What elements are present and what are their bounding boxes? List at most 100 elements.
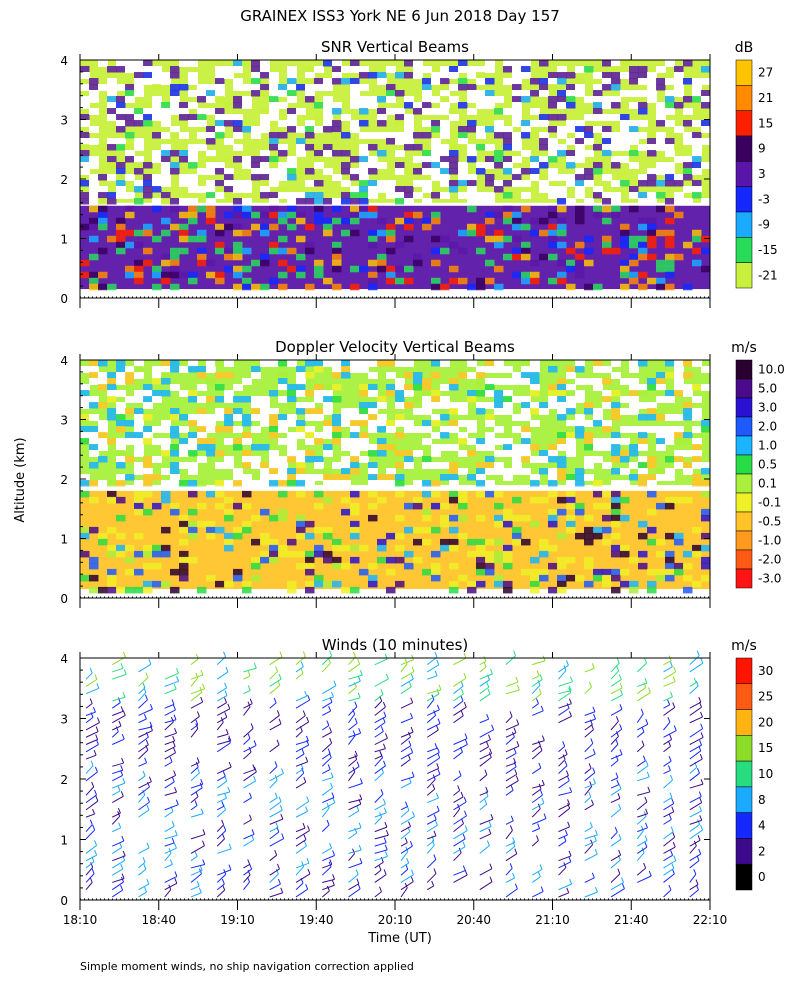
heatmap-cell [242, 420, 252, 427]
heatmap-gap [296, 126, 306, 133]
heatmap-cell [593, 192, 603, 199]
heatmap-gap [539, 156, 549, 163]
heatmap-gap [341, 456, 351, 463]
heatmap-cell [404, 144, 414, 151]
heatmap-cell [116, 126, 126, 133]
heatmap-gap [278, 468, 288, 475]
heatmap-cell [692, 156, 702, 163]
heatmap-cell [701, 420, 710, 427]
y-tick-label: 1 [60, 233, 68, 247]
heatmap-cell [269, 156, 279, 163]
heatmap-cell [422, 568, 432, 576]
wind-barb-feather [460, 791, 464, 798]
heatmap-gap [665, 396, 675, 403]
heatmap-cell [107, 408, 117, 415]
wind-barb-feather [142, 857, 146, 863]
heatmap-gap [242, 186, 252, 193]
heatmap-cell [179, 223, 189, 231]
colorbar-label: 4 [758, 819, 766, 833]
heatmap-cell [566, 474, 576, 481]
heatmap-gap [485, 102, 495, 109]
heatmap-cell [530, 444, 540, 451]
heatmap-gap [566, 174, 576, 181]
heatmap-cell [332, 120, 342, 127]
wind-barb [689, 819, 702, 825]
heatmap-gap [584, 462, 594, 469]
heatmap-cell [449, 144, 459, 151]
heatmap-gap [683, 108, 693, 115]
wind-barb [531, 703, 539, 709]
wind-barb [505, 736, 515, 745]
wind-barb-feather [485, 790, 489, 797]
heatmap-cell [539, 174, 549, 181]
heatmap-cell [287, 247, 297, 255]
colorbar-label: -3.0 [758, 572, 781, 586]
heatmap-cell [647, 241, 657, 249]
heatmap-gap [485, 192, 495, 199]
heatmap-cell [611, 544, 621, 552]
heatmap-gap [341, 480, 351, 487]
heatmap-cell [314, 544, 324, 552]
heatmap-gap [206, 360, 216, 367]
heatmap-cell [467, 390, 477, 397]
heatmap-gap [638, 174, 648, 181]
heatmap-gap [269, 90, 279, 97]
heatmap-cell [260, 253, 270, 261]
colorbar-label: 0 [758, 870, 766, 884]
wind-barb [663, 860, 677, 869]
wind-barb [636, 846, 648, 854]
heatmap-cell [80, 223, 90, 231]
heatmap-gap [215, 66, 225, 73]
heatmap-gap [80, 138, 90, 145]
heatmap-cell [107, 568, 117, 576]
heatmap-cell [494, 132, 504, 139]
wind-barb [558, 883, 572, 891]
heatmap-cell [305, 126, 315, 133]
heatmap-cell [575, 211, 585, 219]
wind-barb-feather [540, 886, 544, 892]
heatmap-gap [476, 78, 486, 85]
wind-barb [374, 793, 384, 803]
heatmap-cell [431, 283, 441, 291]
heatmap-cell [89, 253, 99, 261]
heatmap-cell [107, 496, 117, 504]
heatmap-gap [611, 144, 621, 151]
wind-barb-feather [95, 726, 99, 732]
panel-title: SNR Vertical Beams [321, 38, 469, 56]
heatmap-cell [440, 235, 450, 243]
heatmap-cell [116, 462, 126, 469]
heatmap-cell [395, 580, 405, 588]
heatmap-cell [476, 372, 486, 379]
heatmap-gap [431, 450, 441, 457]
wind-barb-feather [618, 850, 622, 856]
wind-barb [322, 863, 332, 869]
heatmap-gap [323, 120, 333, 127]
wind-barb [164, 811, 174, 818]
heatmap-cell [665, 102, 675, 109]
heatmap-gap [161, 162, 171, 169]
heatmap-cell [116, 586, 126, 594]
heatmap-cell [539, 544, 549, 552]
heatmap-gap [134, 66, 144, 73]
wind-barb-feather [199, 865, 203, 871]
wind-barb [111, 816, 121, 825]
heatmap-cell [647, 456, 657, 463]
heatmap-cell [224, 265, 234, 273]
colorbar-swatch [735, 568, 753, 589]
heatmap-cell [143, 180, 153, 187]
heatmap-cell [395, 490, 405, 498]
heatmap-cell [494, 229, 504, 237]
heatmap-gap [656, 384, 666, 391]
heatmap-cell [557, 114, 567, 121]
heatmap-cell [476, 556, 486, 564]
wind-barb [453, 715, 464, 724]
heatmap-gap [440, 120, 450, 127]
heatmap-cell [332, 78, 342, 85]
heatmap-cell [206, 574, 216, 582]
heatmap-cell [269, 420, 279, 427]
wind-barb-feather [564, 829, 568, 836]
heatmap-cell [116, 96, 126, 103]
wind-barb-feather [196, 880, 200, 887]
heatmap-gap [359, 66, 369, 73]
heatmap-cell [485, 384, 495, 391]
